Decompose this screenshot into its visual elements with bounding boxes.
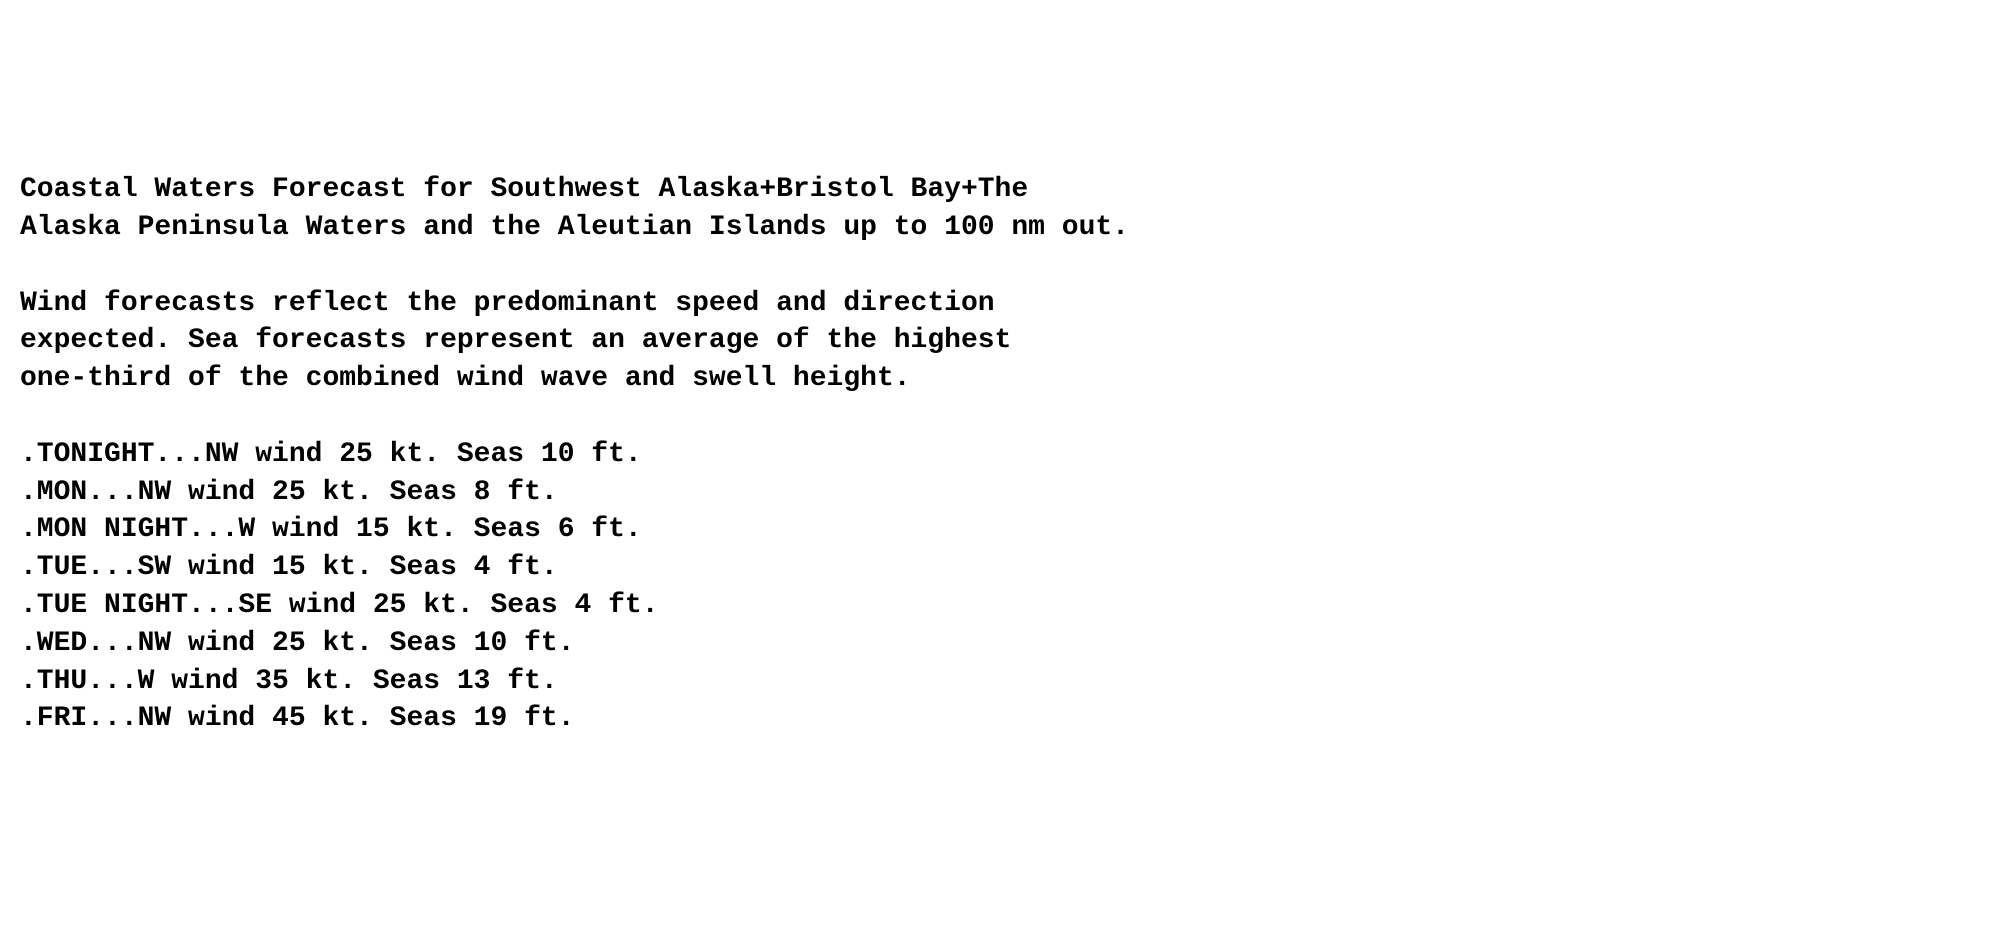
forecast-header: Coastal Waters Forecast for Southwest Al… bbox=[20, 171, 1980, 247]
forecast-period: .TONIGHT...NW wind 25 kt. Seas 10 ft. bbox=[20, 436, 1980, 474]
forecast-period: .THU...W wind 35 kt. Seas 13 ft. bbox=[20, 663, 1980, 701]
forecast-period: .WED...NW wind 25 kt. Seas 10 ft. bbox=[20, 625, 1980, 663]
forecast-periods: .TONIGHT...NW wind 25 kt. Seas 10 ft..MO… bbox=[20, 436, 1980, 738]
forecast-period: .MON...NW wind 25 kt. Seas 8 ft. bbox=[20, 474, 1980, 512]
forecast-period: .MON NIGHT...W wind 15 kt. Seas 6 ft. bbox=[20, 511, 1980, 549]
forecast-period: .TUE NIGHT...SE wind 25 kt. Seas 4 ft. bbox=[20, 587, 1980, 625]
header-line-2: Alaska Peninsula Waters and the Aleutian… bbox=[20, 212, 1129, 243]
forecast-period: .TUE...SW wind 15 kt. Seas 4 ft. bbox=[20, 549, 1980, 587]
forecast-period: .FRI...NW wind 45 kt. Seas 19 ft. bbox=[20, 700, 1980, 738]
description-line-2: expected. Sea forecasts represent an ave… bbox=[20, 325, 1011, 356]
forecast-document: Coastal Waters Forecast for Southwest Al… bbox=[20, 171, 1980, 738]
description-line-3: one-third of the combined wind wave and … bbox=[20, 363, 911, 394]
description-line-1: Wind forecasts reflect the predominant s… bbox=[20, 288, 995, 319]
header-line-1: Coastal Waters Forecast for Southwest Al… bbox=[20, 174, 1028, 205]
forecast-description: Wind forecasts reflect the predominant s… bbox=[20, 285, 1980, 398]
